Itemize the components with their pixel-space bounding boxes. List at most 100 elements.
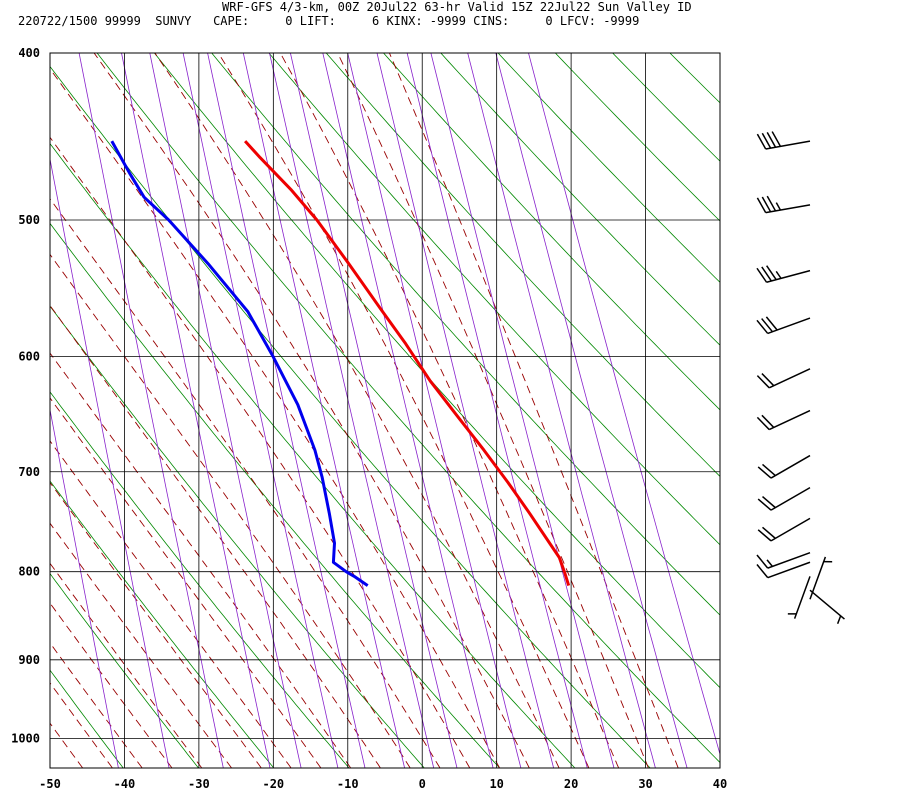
dry-adiabat-line (50, 391, 350, 768)
dry-adiabat-line (96, 53, 720, 764)
moist-adiabat-line (50, 440, 292, 768)
temperature-tick-labels: -50 -40 -30 -20 -10 0 10 20 30 40 (39, 777, 727, 791)
wind-barb (756, 368, 811, 389)
x-tick-label: 30 (638, 777, 652, 791)
mixing-ratio-lines (50, 53, 720, 768)
sounding-indices: 220722/1500 99999 SUNVY CAPE: 0 LIFT: 6 … (18, 14, 640, 28)
dry-adiabat-line (497, 53, 720, 283)
moist-adiabat-line (50, 352, 352, 768)
mixing-ratio-line (149, 53, 302, 768)
wind-barb (756, 409, 811, 431)
mixing-ratio-line (347, 53, 522, 768)
dry-adiabat-line (440, 53, 720, 346)
wind-barb (756, 552, 811, 569)
y-tick-label: 400 (18, 46, 40, 60)
wind-barb (757, 454, 811, 479)
y-tick-label: 1000 (11, 732, 40, 746)
moist-adiabats (50, 53, 679, 768)
wind-barb (756, 561, 811, 579)
moist-adiabat-line (154, 53, 560, 768)
dry-adiabat-line (50, 669, 124, 768)
mixing-ratio-line (207, 53, 366, 768)
dry-adiabat-line (727, 53, 900, 768)
mixing-ratio-line (495, 53, 688, 768)
wind-barb (787, 576, 811, 619)
dry-adiabat-line (50, 305, 425, 768)
moist-adiabat-line (217, 53, 590, 768)
mixing-ratio-line (78, 53, 224, 768)
x-tick-label: 20 (564, 777, 578, 791)
wind-barb (809, 556, 833, 600)
moist-adiabat-line (388, 53, 679, 768)
dry-adiabat-line (268, 53, 720, 546)
moist-adiabat-line (50, 722, 84, 768)
mixing-ratio-line (50, 157, 170, 768)
dry-adiabat-line (383, 53, 720, 411)
moist-adiabat-line (337, 53, 649, 768)
mixing-ratio-line (322, 53, 494, 768)
moist-adiabat-line (50, 304, 381, 768)
mixing-ratio-line (406, 53, 588, 768)
moist-adiabat-line (93, 53, 530, 768)
dry-adiabat-line (154, 53, 720, 689)
y-tick-label: 900 (18, 653, 40, 667)
dewpoint-trace (110, 140, 369, 587)
temperature-trace (243, 140, 571, 587)
dry-adiabat-line (669, 53, 720, 104)
profile-traces (110, 140, 571, 587)
dry-adiabat-line (50, 142, 576, 768)
dry-adiabat-line (785, 53, 900, 768)
y-tick-label: 600 (18, 349, 40, 363)
x-tick-label: -40 (114, 777, 136, 791)
moist-adiabat-line (50, 253, 411, 768)
moist-adiabat-line (279, 53, 620, 768)
x-tick-label: -20 (262, 777, 284, 791)
wind-barb (757, 517, 811, 542)
x-tick-label: 40 (713, 777, 727, 791)
mixing-ratio-line (528, 53, 720, 756)
mixing-ratio-line (290, 53, 458, 768)
mixing-ratio-line (269, 53, 435, 768)
temperature-gridlines (50, 53, 720, 768)
dry-adiabat-line (50, 480, 275, 768)
dry-adiabat-line (325, 53, 720, 477)
wind-barb (756, 316, 811, 335)
dry-adiabat-line (612, 53, 720, 162)
dry-adiabat-line (50, 572, 199, 768)
dry-adiabat-line (842, 53, 900, 768)
mixing-ratio-line (376, 53, 554, 768)
mixing-ratio-line (50, 407, 119, 768)
x-tick-label: -50 (39, 777, 61, 791)
mixing-ratio-line (182, 53, 339, 768)
x-tick-label: 0 (419, 777, 426, 791)
moist-adiabat-line (50, 68, 500, 768)
dry-adiabat-line (50, 222, 500, 768)
mixing-ratio-line (430, 53, 615, 768)
moist-adiabat-line (50, 682, 113, 768)
dry-adiabats (50, 53, 900, 768)
mixing-ratio-line (467, 53, 656, 768)
y-tick-label: 800 (18, 565, 40, 579)
wind-barb (756, 265, 811, 283)
chart-title: WRF-GFS 4/3-km, 00Z 20Jul22 63-hr Valid … (222, 0, 692, 14)
x-tick-label: -30 (188, 777, 210, 791)
moist-adiabat-line (50, 198, 441, 768)
dry-adiabat-line (555, 53, 720, 222)
wind-barb (757, 486, 811, 511)
mixing-ratio-line (121, 53, 271, 768)
wind-barb (756, 195, 811, 214)
pressure-tick-labels: 400 500 600 700 800 900 1000 (11, 46, 40, 746)
x-tick-label: -10 (337, 777, 359, 791)
dry-adiabat-line (211, 53, 720, 616)
wind-barbs (756, 131, 845, 625)
moist-adiabat-line (50, 136, 471, 768)
y-tick-label: 500 (18, 213, 40, 227)
wind-barb (809, 589, 845, 625)
dry-adiabat-line (50, 65, 651, 768)
plot-frame (49, 52, 721, 769)
moist-adiabat-line (50, 397, 322, 768)
mixing-ratio-line (242, 53, 405, 768)
y-tick-label: 700 (18, 465, 40, 479)
x-tick-label: 10 (489, 777, 503, 791)
